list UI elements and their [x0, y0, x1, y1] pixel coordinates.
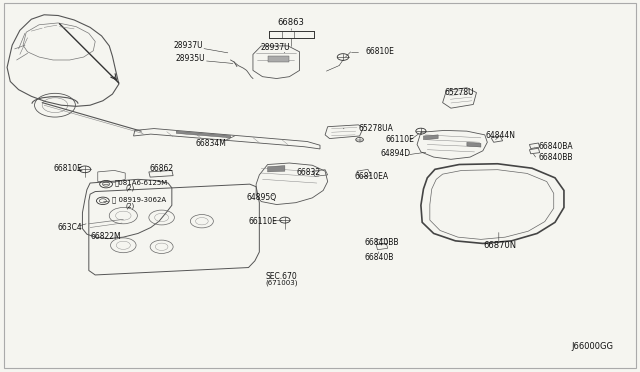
Text: 66832: 66832	[296, 168, 321, 177]
Text: 66834M: 66834M	[196, 139, 227, 148]
Text: 66840BB: 66840BB	[364, 238, 399, 247]
Text: 66840BB: 66840BB	[538, 153, 573, 162]
Text: 66810E: 66810E	[53, 164, 82, 173]
Text: 66810E: 66810E	[365, 46, 394, 55]
Text: 65278UA: 65278UA	[358, 124, 393, 133]
Text: 66840B: 66840B	[364, 253, 394, 262]
Text: (2): (2)	[125, 185, 134, 192]
Text: Ⓝ 08919-3062A: Ⓝ 08919-3062A	[113, 196, 166, 203]
Text: 28937U: 28937U	[260, 43, 290, 52]
Polygon shape	[424, 135, 438, 140]
Polygon shape	[268, 166, 285, 172]
Text: J66000GG: J66000GG	[572, 341, 614, 350]
Text: 66110E: 66110E	[248, 217, 277, 226]
Text: 66110E: 66110E	[385, 135, 414, 144]
Text: 65278U: 65278U	[444, 88, 474, 97]
Text: (671003): (671003)	[266, 280, 298, 286]
Text: 66863: 66863	[278, 18, 305, 27]
Text: 64894D: 64894D	[380, 149, 410, 158]
Text: 66870N: 66870N	[484, 241, 516, 250]
Polygon shape	[176, 131, 230, 138]
Text: 66810EA: 66810EA	[354, 172, 388, 181]
Text: SEC.670: SEC.670	[266, 272, 298, 281]
Text: 66862: 66862	[150, 164, 173, 173]
Text: 28937U: 28937U	[173, 41, 204, 51]
Text: (2): (2)	[125, 202, 134, 209]
Text: 66840BA: 66840BA	[538, 142, 573, 151]
Text: 663C4: 663C4	[58, 223, 82, 232]
Polygon shape	[467, 142, 481, 147]
Polygon shape	[268, 55, 289, 62]
Text: 64895Q: 64895Q	[246, 193, 276, 202]
Text: 66822M: 66822M	[91, 232, 122, 241]
Text: 64844N: 64844N	[485, 131, 515, 140]
Text: 28935U: 28935U	[175, 54, 205, 63]
Text: Ⓐ081A6-6125M: Ⓐ081A6-6125M	[115, 179, 168, 186]
